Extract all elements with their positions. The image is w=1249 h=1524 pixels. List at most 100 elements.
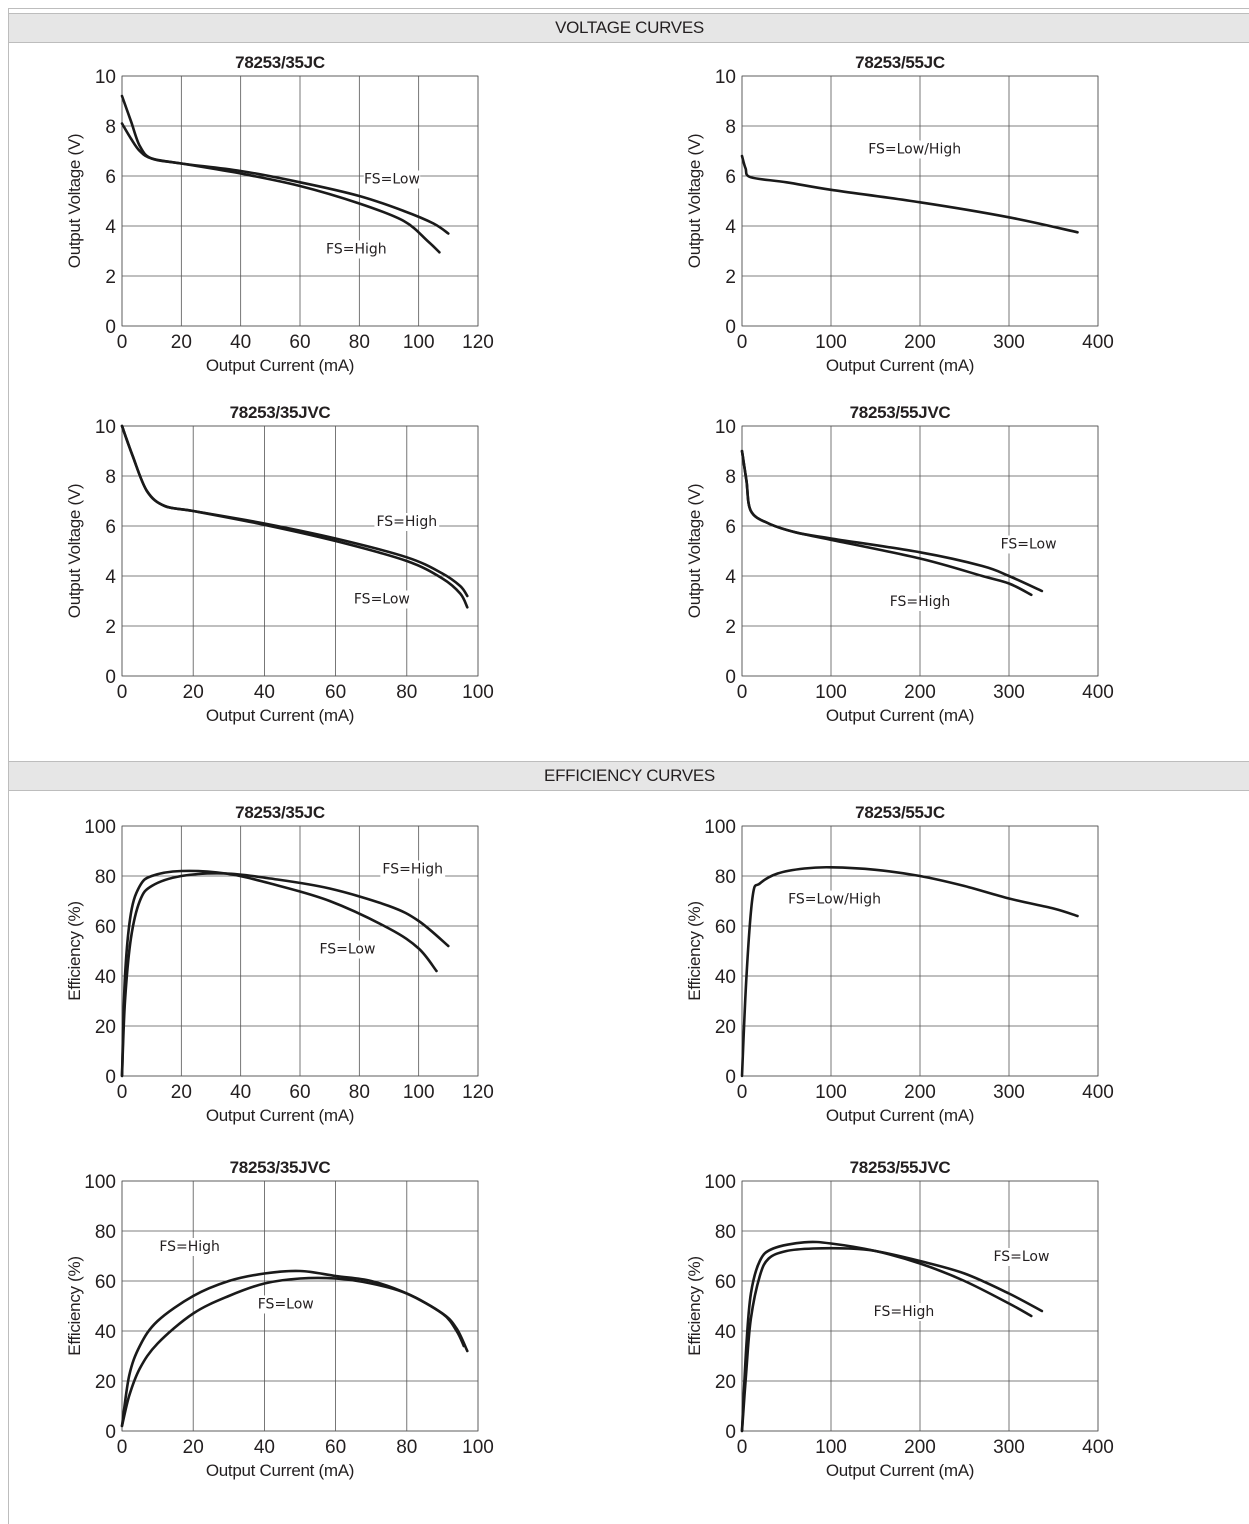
y-tick-label: 40 [95, 967, 116, 988]
data-point [919, 551, 921, 554]
y-tick-label: 0 [105, 1422, 116, 1443]
series-annotation: FS=Low [258, 1297, 314, 1313]
x-axis-label: Output Current (mA) [826, 706, 974, 725]
data-point [1008, 575, 1010, 577]
x-tick-label: 100 [462, 682, 494, 703]
series-annotation: FS=High [890, 594, 951, 610]
y-tick-label: 100 [84, 817, 116, 838]
data-point [388, 927, 390, 930]
data-point [192, 510, 194, 512]
data-point [776, 872, 779, 875]
data-point [403, 210, 405, 212]
x-tick-label: 100 [815, 1437, 847, 1458]
y-tick-label: 80 [715, 1222, 736, 1243]
data-point [1030, 1315, 1033, 1317]
x-axis-label: Output Current (mA) [826, 356, 974, 375]
data-point [358, 195, 361, 197]
x-tick-label: 0 [737, 1437, 748, 1458]
x-tick-label: 300 [993, 1082, 1025, 1103]
data-point [432, 222, 435, 225]
data-point [370, 1282, 373, 1285]
x-tick-label: 100 [815, 1082, 847, 1103]
x-tick-label: 100 [403, 1082, 435, 1103]
data-point [263, 523, 266, 526]
x-tick-label: 40 [230, 1082, 251, 1103]
chart-title: 78253/35JVC [230, 1158, 331, 1177]
y-axis-label: Output Voltage (V) [65, 484, 84, 618]
chart-title: 78253/55JVC [850, 1158, 951, 1177]
data-point [156, 1320, 159, 1322]
y-axis-label: Efficiency (%) [685, 901, 704, 1000]
series-annotation: FS=Low [354, 592, 410, 608]
data-point [406, 1292, 408, 1295]
data-point [1030, 593, 1033, 596]
series-line-0 [740, 154, 1079, 234]
y-tick-label: 4 [725, 567, 736, 588]
data-point [759, 1275, 761, 1277]
data-point [447, 945, 450, 947]
x-tick-label: 40 [254, 1437, 275, 1458]
chart-efficiency-35jvc: 78253/35JVC 0 20 40 60 80 100 0 20 40 60 80 100 Outpu… [60, 1155, 530, 1505]
annotation-bg [865, 140, 964, 159]
data-point [269, 877, 272, 880]
series-line-1 [740, 449, 1033, 597]
series-line-1 [120, 869, 438, 1078]
data-point [438, 251, 441, 254]
series-annotation: FS=Low [364, 172, 420, 188]
chart-voltage-35jc: 78253/35JC 0 20 40 60 80 100 120 0 2 4 6 8 10 Output C… [60, 50, 530, 400]
chart-svg: 78253/35JC 0 20 40 60 80 100 120 0 2 4 6 8 10 Output C… [65, 53, 494, 375]
x-tick-label: 0 [117, 1082, 128, 1103]
y-tick-label: 4 [105, 217, 116, 238]
y-tick-label: 20 [95, 1017, 116, 1038]
data-point [121, 1075, 123, 1077]
chart-efficiency-35jc: 78253/35JC 0 20 40 60 80 100 120 0 20 40 60 80 100 Out… [60, 800, 530, 1150]
y-tick-label: 20 [715, 1372, 736, 1393]
data-point [745, 975, 748, 977]
data-point [745, 1342, 748, 1345]
x-tick-label: 60 [289, 1082, 310, 1103]
data-point [139, 1345, 141, 1347]
data-point [1041, 590, 1043, 592]
data-point [163, 505, 166, 507]
y-tick-label: 100 [84, 1172, 116, 1193]
x-tick-label: 0 [117, 332, 128, 353]
data-point [1008, 1302, 1010, 1305]
y-tick-label: 0 [105, 667, 116, 688]
data-point [121, 1425, 123, 1427]
data-point [830, 188, 832, 191]
data-point [180, 870, 183, 872]
data-point [919, 1260, 921, 1262]
chart-efficiency-55jc: 78253/55JC 0 100 200 300 400 0 20 40 60 80 100 Outpu… [680, 800, 1150, 1150]
x-tick-label: 60 [289, 332, 310, 353]
x-tick-label: 100 [815, 332, 847, 353]
data-point [121, 95, 123, 97]
y-axis-label: Efficiency (%) [685, 1256, 704, 1355]
y-tick-label: 0 [105, 317, 116, 338]
data-point [1076, 915, 1079, 917]
data-point [121, 122, 123, 125]
y-tick-label: 8 [105, 117, 116, 138]
chart-voltage-35jvc: 78253/35JVC 0 20 40 60 80 100 0 2 4 6 8 10 Output Cur… [60, 400, 530, 750]
data-point [328, 887, 331, 890]
data-point [150, 157, 153, 160]
annotation-bg [363, 170, 421, 189]
chart-svg: 78253/55JVC 0 100 200 300 400 0 20 40 60 80 100 Outp… [685, 1158, 1114, 1480]
x-tick-label: 100 [403, 332, 435, 353]
data-point [750, 176, 752, 179]
data-point [1008, 216, 1010, 219]
x-tick-label: 60 [325, 682, 346, 703]
series-annotation: FS=High [382, 862, 443, 878]
series-line-0 [120, 1269, 466, 1428]
data-point [228, 1280, 230, 1282]
data-point [406, 556, 408, 559]
series-annotation: FS=Low [319, 942, 375, 958]
data-point [239, 172, 242, 175]
data-point [1008, 897, 1010, 900]
x-tick-label: 20 [183, 1437, 204, 1458]
chart-voltage-55jvc: 78253/55JVC 0 100 200 300 400 0 2 4 6 8 10 Output Cu… [680, 400, 1150, 750]
series-line-1 [120, 1276, 469, 1428]
x-tick-label: 200 [904, 332, 936, 353]
data-point [459, 592, 462, 595]
data-point [455, 1327, 458, 1330]
x-axis-label: Output Current (mA) [206, 1106, 354, 1125]
